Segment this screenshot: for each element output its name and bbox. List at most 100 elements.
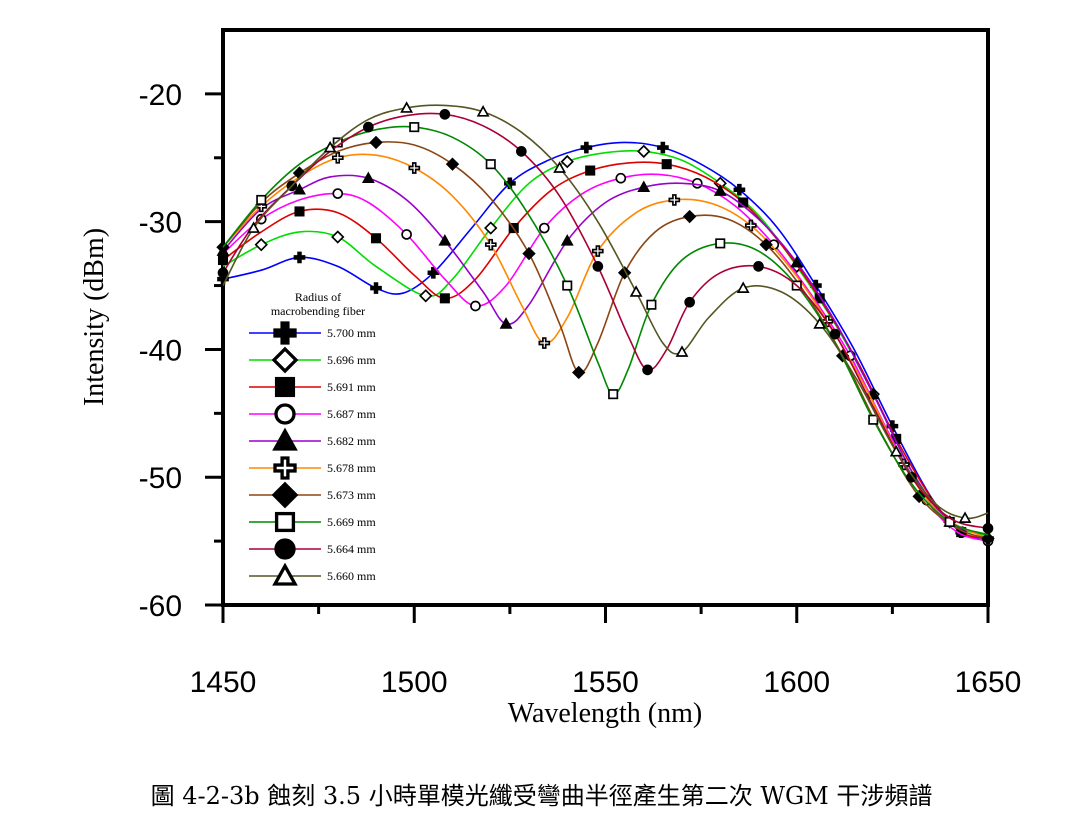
legend-label: 5.660 mm [327,569,376,583]
data-point [691,177,703,189]
legend-entry-7: 5.673 mm [249,481,376,509]
legend-entry-9: 5.664 mm [249,538,376,560]
data-point [363,121,374,133]
data-point [538,222,550,234]
data-point [217,267,229,279]
legend-label: 5.682 mm [327,434,376,448]
data-point [553,161,567,173]
legend-label: 5.678 mm [327,461,376,475]
data-point [438,234,452,246]
data-point [591,245,604,257]
legend-title-line1: Radius of [295,290,341,304]
data-point [409,122,420,133]
data-point [516,146,527,157]
data-point [682,209,697,224]
legend-marker [274,376,296,398]
data-point [889,444,903,457]
data-point [572,365,586,380]
data-point [560,234,574,246]
data-point [538,337,551,349]
series-1 [217,141,989,540]
data-point [637,180,651,193]
data-point [419,289,433,303]
data-point [713,184,727,196]
data-point [370,233,382,244]
series-line [222,141,989,540]
legend-marker [271,346,299,374]
x-axis-label: Wavelength (nm) [508,698,702,729]
data-point [408,162,421,174]
legend-label: 5.691 mm [327,380,376,394]
chart: 1450 1500 1550 1600 1650 -60 -50 -40 -30 -20 Radi… [79,28,1021,729]
data-point [753,261,764,272]
legend-marker [273,321,297,345]
legend-label: 5.669 mm [327,515,376,529]
legend-label: 5.673 mm [327,488,376,502]
y-tick-label: -60 [139,590,182,623]
data-point [369,135,383,150]
data-point [427,266,440,279]
data-point [637,144,651,159]
data-point [642,364,653,376]
data-point [485,159,496,170]
legend-entry-3: 5.691 mm [249,376,376,398]
data-point [868,414,879,425]
series-line [222,112,989,530]
x-tick-label: 1450 [190,666,257,699]
legend-marker [273,456,297,480]
legend-marker [274,538,296,560]
legend-marker [271,481,299,509]
legend-label: 5.664 mm [327,542,376,556]
data-point [580,141,593,154]
legend-label: 5.696 mm [327,353,376,367]
data-point [744,219,757,232]
data-point [331,230,345,244]
data-point [906,471,917,483]
data-point [331,151,344,164]
data-point [294,206,305,217]
x-tick-label: 1500 [381,666,448,699]
data-point [522,246,536,261]
series-9 [217,109,994,534]
data-point [400,101,414,113]
legend-marker [274,511,296,533]
legend-label: 5.687 mm [327,407,376,421]
data-point [293,251,306,264]
data-point [217,254,229,266]
data-point [499,317,513,329]
data-point [484,221,498,235]
data-point [247,221,261,233]
data-point [675,345,689,357]
data-point [736,281,750,293]
data-point [733,183,746,196]
data-point [445,157,460,171]
data-point [585,165,596,176]
data-point [668,194,681,206]
data-point [958,511,972,523]
data-point [759,237,773,252]
series-line [222,149,989,537]
x-tick-label: 1600 [763,666,830,699]
legend-entry-2: 5.696 mm [249,346,376,374]
data-point [684,296,695,308]
data-point [661,159,672,170]
data-point [715,238,726,249]
legend-entry-5: 5.682 mm [249,427,376,451]
legend-marker [272,562,298,586]
y-tick-label: -40 [139,334,182,367]
data-point [629,285,643,297]
data-point [254,237,268,252]
y-tick-label: -20 [139,79,182,112]
data-point [293,183,306,195]
data-point [657,141,669,154]
data-point [592,261,604,272]
data-point [361,171,375,184]
legend-entry-1: 5.700 mm [249,321,376,345]
legend-marker [274,403,296,425]
data-point [562,280,573,291]
data-point [323,140,337,153]
legend-entry-8: 5.669 mm [249,511,376,533]
data-point [256,194,267,205]
data-point [790,255,804,268]
data-point [814,293,825,304]
